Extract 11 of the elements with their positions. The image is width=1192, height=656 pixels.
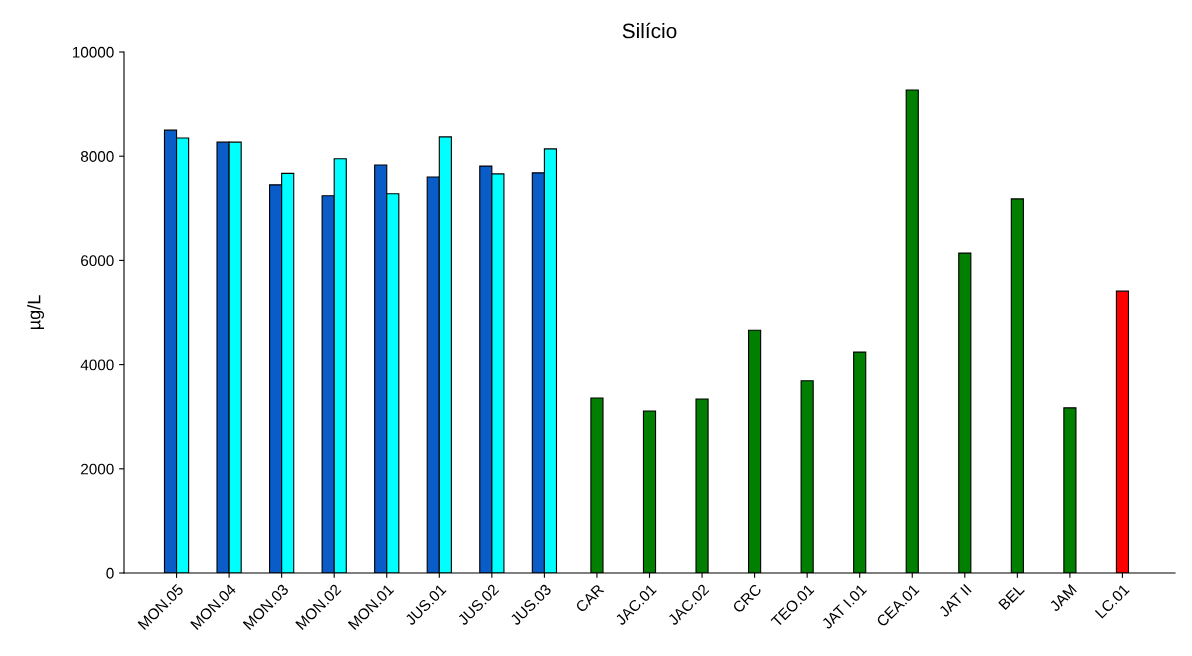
chart-title: Silício xyxy=(622,22,677,39)
y-tick-label: 0 xyxy=(106,567,114,579)
y-tick-label: 10000 xyxy=(72,46,114,58)
y-tick-label: 2000 xyxy=(81,463,114,475)
y-tick-label: 4000 xyxy=(80,359,114,371)
x-tick-label: JAT II xyxy=(938,584,972,618)
x-tick-label: JAT I.01 xyxy=(820,583,868,630)
y-axis-title: µg/L xyxy=(27,295,45,330)
y-tick-label: 6000 xyxy=(81,255,114,267)
y-tick-label: 8000 xyxy=(80,151,114,162)
x-tick-label: BEL xyxy=(998,583,1025,611)
